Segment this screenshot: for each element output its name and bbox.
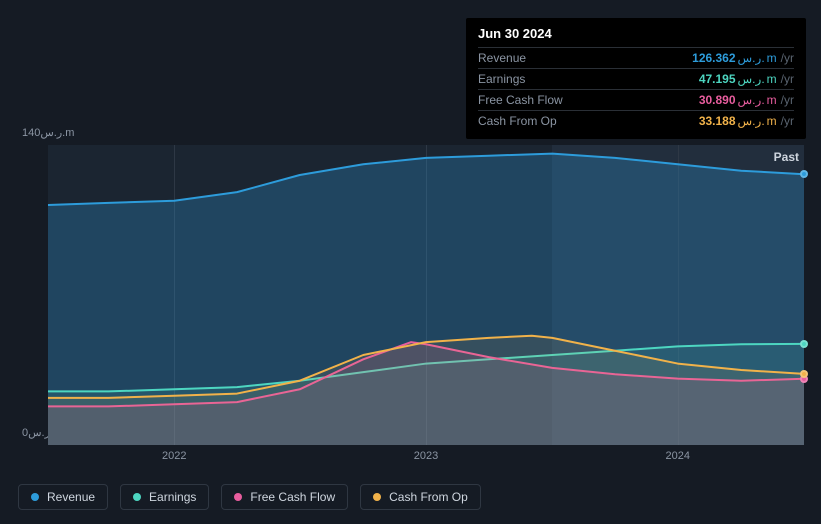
- series-end-dot: [800, 340, 808, 348]
- legend-item-fcf[interactable]: Free Cash Flow: [221, 484, 348, 510]
- tooltip-row-label: Free Cash Flow: [478, 93, 563, 107]
- x-axis: 2022 2023 2024: [48, 450, 804, 466]
- legend-dot-icon: [373, 493, 381, 501]
- legend-label: Earnings: [149, 490, 196, 504]
- legend-label: Revenue: [47, 490, 95, 504]
- tooltip-row-value: 47.195ر.س.m/yr: [699, 72, 794, 86]
- legend-item-earnings[interactable]: Earnings: [120, 484, 209, 510]
- chart-tooltip: Jun 30 2024 Revenue 126.362ر.س.m/yr Earnin…: [466, 18, 806, 139]
- tooltip-row: Revenue 126.362ر.س.m/yr: [478, 47, 794, 68]
- legend-dot-icon: [234, 493, 242, 501]
- x-tick: 2024: [665, 450, 689, 462]
- legend-item-cfo[interactable]: Cash From Op: [360, 484, 481, 510]
- tooltip-rows: Revenue 126.362ر.س.m/yr Earnings 47.195ر.س.…: [478, 47, 794, 131]
- tooltip-row: Free Cash Flow 30.890ر.س.m/yr: [478, 89, 794, 110]
- series-end-dot: [800, 370, 808, 378]
- past-label: Past: [774, 150, 799, 164]
- legend-dot-icon: [133, 493, 141, 501]
- tooltip-row-value: 30.890ر.س.m/yr: [699, 93, 794, 107]
- legend: Revenue Earnings Free Cash Flow Cash From O…: [18, 484, 481, 510]
- tooltip-row: Cash From Op 33.188ر.س.m/yr: [478, 110, 794, 131]
- tooltip-row-label: Revenue: [478, 51, 526, 65]
- legend-label: Free Cash Flow: [250, 490, 335, 504]
- legend-item-revenue[interactable]: Revenue: [18, 484, 108, 510]
- chart-svg: [48, 145, 804, 445]
- x-tick: 2022: [162, 450, 186, 462]
- chart-plot-area: [48, 145, 804, 445]
- series-end-dot: [800, 170, 808, 178]
- tooltip-row-label: Cash From Op: [478, 114, 557, 128]
- legend-dot-icon: [31, 493, 39, 501]
- tooltip-row-label: Earnings: [478, 72, 525, 86]
- legend-label: Cash From Op: [389, 490, 468, 504]
- tooltip-row: Earnings 47.195ر.س.m/yr: [478, 68, 794, 89]
- tooltip-date: Jun 30 2024: [478, 26, 794, 47]
- tooltip-row-value: 126.362ر.س.m/yr: [692, 51, 794, 65]
- y-axis-max: 140ر.س.m: [22, 126, 74, 139]
- x-tick: 2023: [414, 450, 438, 462]
- tooltip-row-value: 33.188ر.س.m/yr: [699, 114, 794, 128]
